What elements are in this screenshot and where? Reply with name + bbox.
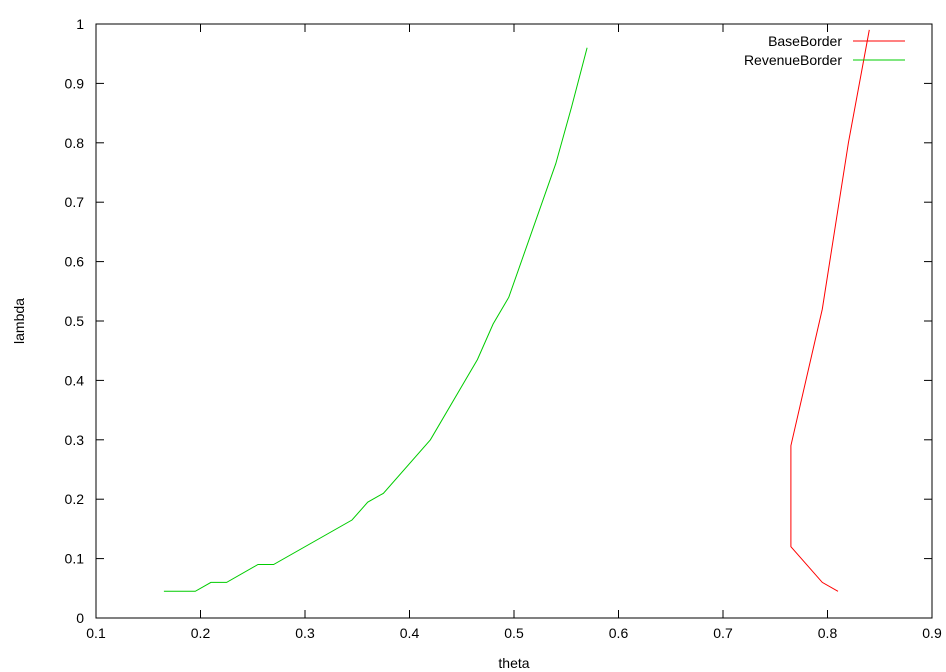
y-tick-label: 1: [76, 16, 84, 32]
x-axis: 0.1 0.2 0.3 0.4 0.5 0.6 0.7 0.8 0.9: [86, 24, 942, 641]
x-tick-label: 0.6: [609, 625, 629, 641]
y-tick-label: 0.8: [65, 135, 85, 151]
x-tick-label: 0.7: [713, 625, 733, 641]
y-tick-label: 0.6: [65, 254, 85, 270]
series-line-revenueborder: [163, 47, 588, 592]
plot-frame: [95, 23, 933, 619]
series-line-baseborder: [790, 29, 870, 592]
y-tick-label: 0.1: [65, 551, 85, 567]
y-tick-label: 0.3: [65, 432, 85, 448]
y-axis: 0 0.1 0.2 0.3 0.4 0.5 0.6 0.7 0.8 0.9 1: [65, 16, 932, 626]
x-tick-label: 0.4: [400, 625, 420, 641]
y-tick-label: 0.7: [65, 194, 85, 210]
x-tick-label: 0.1: [86, 625, 106, 641]
legend-label: RevenueBorder: [744, 52, 842, 68]
legend-label: BaseBorder: [768, 33, 842, 49]
x-axis-label: theta: [498, 655, 529, 671]
x-tick-label: 0.5: [504, 625, 524, 641]
y-tick-label: 0.9: [65, 75, 85, 91]
x-tick-label: 0.2: [191, 625, 211, 641]
x-tick-label: 0.3: [295, 625, 315, 641]
y-axis-label: lambda: [11, 298, 27, 344]
x-tick-label: 0.8: [818, 625, 838, 641]
y-tick-label: 0.4: [65, 372, 85, 388]
series-layer: [163, 29, 870, 592]
x-tick-label: 0.9: [922, 625, 942, 641]
legend: BaseBorder RevenueBorder: [744, 33, 905, 68]
y-tick-label: 0.2: [65, 491, 85, 507]
y-tick-label: 0: [76, 610, 84, 626]
y-tick-label: 0.5: [65, 313, 85, 329]
